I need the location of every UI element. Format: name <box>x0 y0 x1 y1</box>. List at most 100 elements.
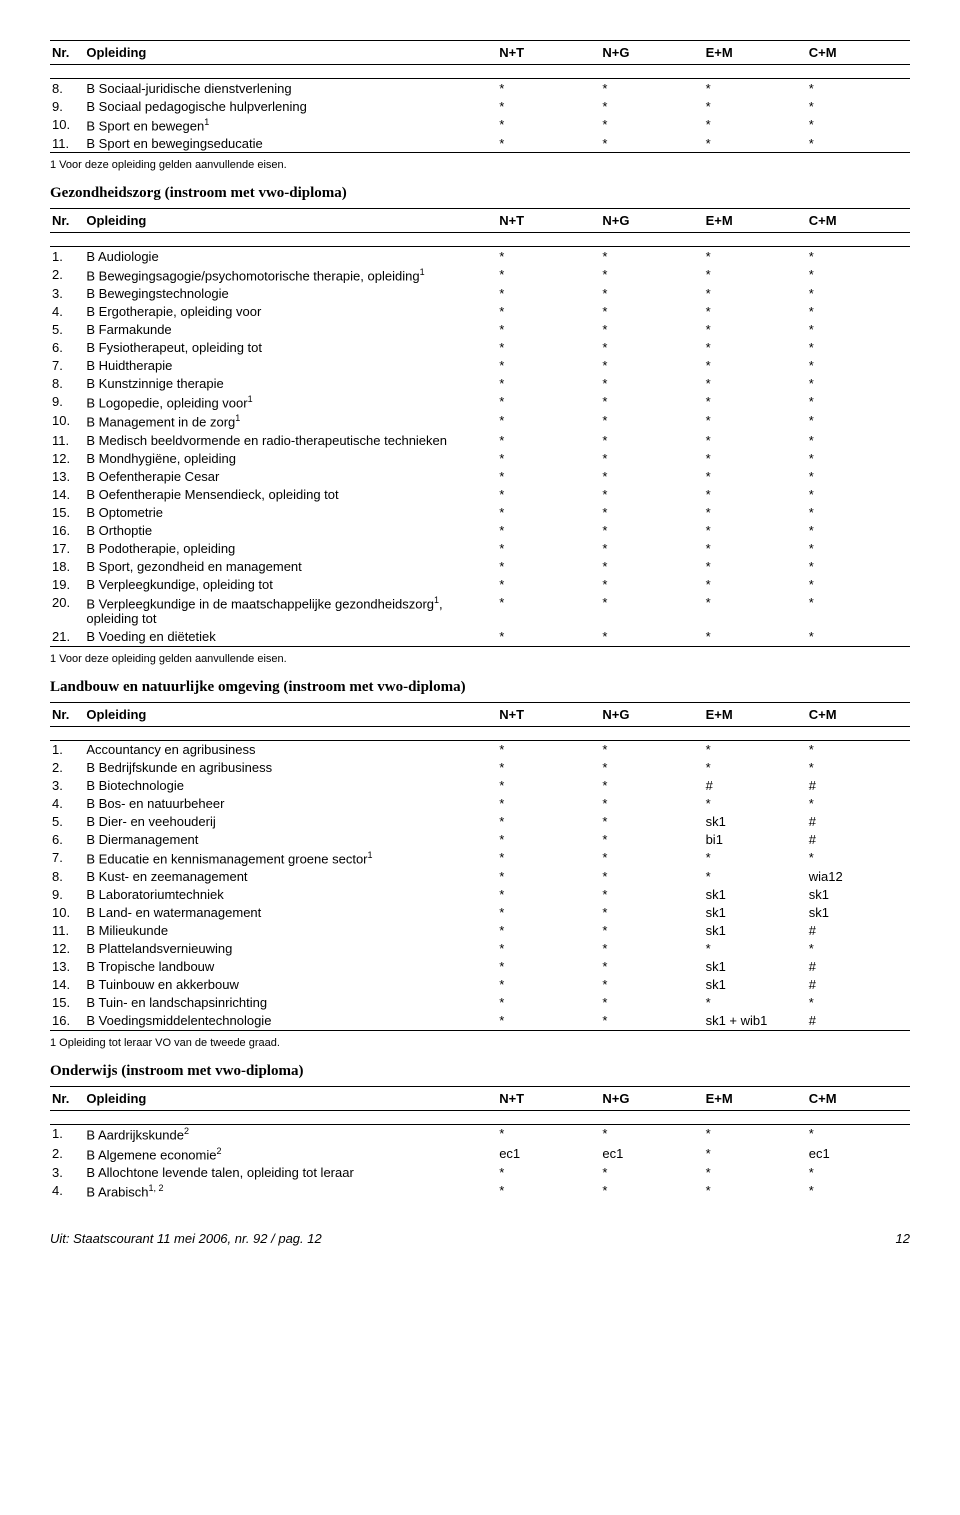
cell-c2: * <box>600 777 703 795</box>
cell-c4: * <box>807 795 910 813</box>
cell-nr: 12. <box>50 449 84 467</box>
table-row: 9.B Sociaal pedagogische hulpverlening**… <box>50 97 910 115</box>
cell-c4: * <box>807 97 910 115</box>
cell-c4: * <box>807 994 910 1012</box>
cell-c3: * <box>704 740 807 759</box>
cell-name: B Tuinbouw en akkerbouw <box>84 976 497 994</box>
section4-title: Onderwijs (instroom met vwo-diploma) <box>50 1063 910 1080</box>
cell-c4: ec1 <box>807 1144 910 1163</box>
cell-c1: * <box>497 868 600 886</box>
cell-c2: ec1 <box>600 1144 703 1163</box>
cell-name: B Voeding en diëtetiek <box>84 628 497 647</box>
cell-name: B Milieukunde <box>84 922 497 940</box>
col-name: Opleiding <box>84 702 497 726</box>
cell-name: B Huidtherapie <box>84 357 497 375</box>
table-row: 10.B Sport en bewegen1**** <box>50 115 910 134</box>
col-em: E+M <box>704 1086 807 1110</box>
cell-nr: 17. <box>50 539 84 557</box>
table-row: 3.B Biotechnologie**## <box>50 777 910 795</box>
table-row: 2.B Bedrijfskunde en agribusiness**** <box>50 759 910 777</box>
cell-name: B Bewegingsagogie/psychomotorische thera… <box>84 265 497 284</box>
cell-c1: * <box>497 922 600 940</box>
cell-name: B Sport, gezondheid en management <box>84 557 497 575</box>
table-row: 1.B Audiologie**** <box>50 247 910 266</box>
cell-c2: * <box>600 467 703 485</box>
table-row: 13.B Tropische landbouw**sk1# <box>50 958 910 976</box>
cell-c2: * <box>600 976 703 994</box>
cell-nr: 3. <box>50 285 84 303</box>
cell-c2: * <box>600 393 703 412</box>
table-row: 21.B Voeding en diëtetiek**** <box>50 628 910 647</box>
cell-c4: * <box>807 575 910 593</box>
cell-c4: * <box>807 134 910 153</box>
cell-c3: * <box>704 375 807 393</box>
cell-c3: # <box>704 777 807 795</box>
cell-c4: # <box>807 1012 910 1031</box>
cell-c2: * <box>600 958 703 976</box>
table-row: 10.B Management in de zorg1**** <box>50 412 910 431</box>
table-row: 7.B Huidtherapie**** <box>50 357 910 375</box>
cell-c1: * <box>497 976 600 994</box>
cell-c2: * <box>600 485 703 503</box>
table-row: 9.B Logopedie, opleiding voor1**** <box>50 393 910 412</box>
cell-name: B Sport en bewegingseducatie <box>84 134 497 153</box>
table-row: 17.B Podotherapie, opleiding**** <box>50 539 910 557</box>
cell-c2: * <box>600 285 703 303</box>
table-row: 5.B Dier- en veehouderij**sk1# <box>50 813 910 831</box>
cell-c3: * <box>704 303 807 321</box>
cell-c3: sk1 <box>704 922 807 940</box>
cell-c1: * <box>497 115 600 134</box>
table-row: 11.B Milieukunde**sk1# <box>50 922 910 940</box>
cell-c4: * <box>807 539 910 557</box>
col-nr: Nr. <box>50 209 84 233</box>
table-row: 6.B Diermanagement**bi1# <box>50 831 910 849</box>
cell-name: B Dier- en veehouderij <box>84 813 497 831</box>
cell-c4: * <box>807 321 910 339</box>
footnote-2: 1 Voor deze opleiding gelden aanvullende… <box>50 653 910 665</box>
cell-c4: * <box>807 1124 910 1144</box>
cell-name: B Allochtone levende talen, opleiding to… <box>84 1164 497 1182</box>
cell-c4: # <box>807 958 910 976</box>
cell-c3: * <box>704 759 807 777</box>
cell-c4: * <box>807 303 910 321</box>
cell-c4: * <box>807 265 910 284</box>
cell-nr: 8. <box>50 868 84 886</box>
table-row: 12.B Mondhygiëne, opleiding**** <box>50 449 910 467</box>
col-em: E+M <box>704 209 807 233</box>
cell-c2: * <box>600 593 703 627</box>
cell-nr: 7. <box>50 357 84 375</box>
cell-c2: * <box>600 339 703 357</box>
cell-c1: * <box>497 593 600 627</box>
table-row: 1.Accountancy en agribusiness**** <box>50 740 910 759</box>
col-ng: N+G <box>600 41 703 65</box>
cell-c2: * <box>600 849 703 868</box>
cell-c2: * <box>600 412 703 431</box>
cell-c4: * <box>807 393 910 412</box>
cell-c3: * <box>704 393 807 412</box>
table-row: 3.B Allochtone levende talen, opleiding … <box>50 1164 910 1182</box>
table-row: 4.B Arabisch1, 2**** <box>50 1182 910 1201</box>
cell-name: B Algemene economie2 <box>84 1144 497 1163</box>
cell-name: B Bedrijfskunde en agribusiness <box>84 759 497 777</box>
cell-c4: * <box>807 339 910 357</box>
cell-name: B Tuin- en landschapsinrichting <box>84 994 497 1012</box>
cell-c4: * <box>807 593 910 627</box>
cell-c4: * <box>807 247 910 266</box>
cell-c1: * <box>497 813 600 831</box>
cell-c2: * <box>600 904 703 922</box>
cell-c4: * <box>807 557 910 575</box>
cell-c3: * <box>704 285 807 303</box>
col-nt: N+T <box>497 702 600 726</box>
table-row: 15.B Tuin- en landschapsinrichting**** <box>50 994 910 1012</box>
cell-name: B Sociaal pedagogische hulpverlening <box>84 97 497 115</box>
table-row: 14.B Oefentherapie Mensendieck, opleidin… <box>50 485 910 503</box>
cell-nr: 4. <box>50 303 84 321</box>
cell-c4: * <box>807 285 910 303</box>
cell-nr: 15. <box>50 994 84 1012</box>
cell-c3: * <box>704 593 807 627</box>
cell-c3: * <box>704 628 807 647</box>
table-row: 18.B Sport, gezondheid en management**** <box>50 557 910 575</box>
cell-c1: * <box>497 521 600 539</box>
cell-name: B Audiologie <box>84 247 497 266</box>
cell-c2: * <box>600 247 703 266</box>
